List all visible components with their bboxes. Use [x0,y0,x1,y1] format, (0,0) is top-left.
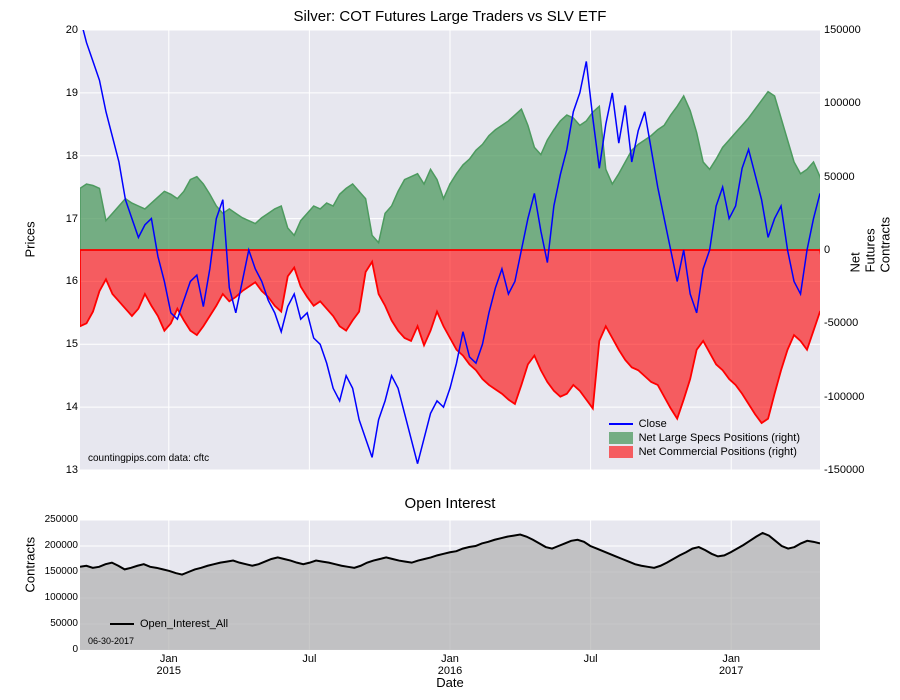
x-tick: Jan2015 [154,653,184,677]
oi-legend: Open_Interest_All [110,616,228,632]
legend-commercial: Net Commercial Positions (right) [609,446,800,458]
main-chart-svg [80,30,820,470]
legend-specs: Net Large Specs Positions (right) [609,432,800,444]
main-chart-area: Close Net Large Specs Positions (right) … [80,30,820,470]
y-right-axis-label: Net Futures Contracts [848,217,893,273]
main-chart-title: Silver: COT Futures Large Traders vs SLV… [294,8,607,25]
oi-y-tick: 200000 [45,540,78,551]
y-right-tick: 150000 [824,24,861,36]
oi-y-tick: 150000 [45,566,78,577]
y-left-tick: 17 [66,213,78,225]
y-left-tick: 14 [66,401,78,413]
y-right-tick: -100000 [824,391,864,403]
x-tick: Jan2016 [435,653,465,677]
oi-chart-title: Open Interest [405,495,496,512]
y-left-tick: 16 [66,275,78,287]
y-left-tick: 13 [66,464,78,476]
x-tick: Jan2017 [716,653,746,677]
y-right-tick: -150000 [824,464,864,476]
x-tick: Jul [576,653,606,665]
y-left-tick: 18 [66,150,78,162]
y-left-tick: 20 [66,24,78,36]
oi-y-tick: 100000 [45,592,78,603]
y-right-tick: 0 [824,244,830,256]
chart-attribution: countingpips.com data: cftc [88,453,209,464]
legend-oi: Open_Interest_All [110,618,228,630]
legend-close-label: Close [639,418,667,430]
main-plot-area: Close Net Large Specs Positions (right) … [80,30,820,470]
x-axis-label: Date [436,675,463,690]
y-right-tick: -50000 [824,317,858,329]
main-legend: Close Net Large Specs Positions (right) … [609,416,800,460]
oi-plot-area: Open_Interest_All 06-30-2017 [80,520,820,650]
legend-close-swatch [609,423,633,425]
oi-y-tick: 250000 [45,514,78,525]
y-left-axis-label: Prices [23,221,38,257]
legend-oi-label: Open_Interest_All [140,618,228,630]
y-left-tick: 15 [66,338,78,350]
legend-oi-swatch [110,623,134,625]
oi-date-stamp: 06-30-2017 [88,636,134,646]
legend-close: Close [609,418,800,430]
legend-commercial-label: Net Commercial Positions (right) [639,446,797,458]
oi-chart-area: Open_Interest_All 06-30-2017 [80,520,820,650]
legend-commercial-swatch [609,446,633,458]
y-right-tick: 50000 [824,171,855,183]
oi-y-axis-label: Contracts [23,537,38,593]
y-right-tick: 100000 [824,97,861,109]
oi-y-tick: 0 [72,644,78,655]
legend-specs-label: Net Large Specs Positions (right) [639,432,800,444]
legend-specs-swatch [609,432,633,444]
x-tick: Jul [294,653,324,665]
oi-y-tick: 50000 [50,618,78,629]
y-left-tick: 19 [66,87,78,99]
